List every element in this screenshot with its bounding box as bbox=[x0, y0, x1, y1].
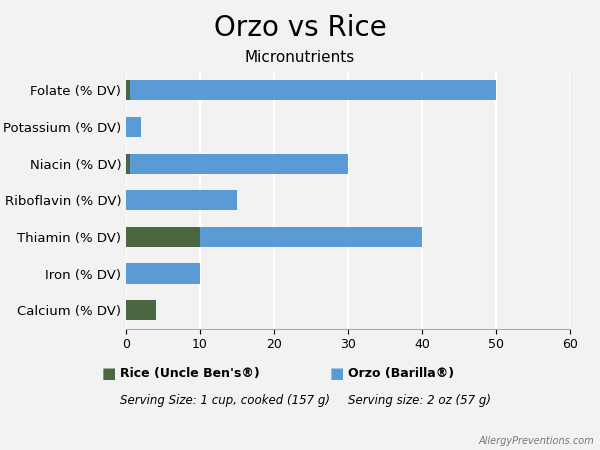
Bar bbox=[126, 117, 141, 137]
Text: Rice (Uncle Ben's®): Rice (Uncle Ben's®) bbox=[120, 367, 260, 380]
Text: Micronutrients: Micronutrients bbox=[245, 50, 355, 64]
Bar bbox=[126, 190, 237, 210]
Text: Orzo (Barilla®): Orzo (Barilla®) bbox=[348, 367, 454, 380]
Bar bbox=[126, 153, 130, 174]
Bar bbox=[126, 227, 422, 247]
Bar bbox=[126, 227, 200, 247]
Text: ■: ■ bbox=[330, 366, 344, 381]
Text: Orzo vs Rice: Orzo vs Rice bbox=[214, 14, 386, 41]
Text: Serving Size: 1 cup, cooked (157 g): Serving Size: 1 cup, cooked (157 g) bbox=[120, 394, 330, 407]
Text: Serving size: 2 oz (57 g): Serving size: 2 oz (57 g) bbox=[348, 394, 491, 407]
Text: AllergyPreventions.com: AllergyPreventions.com bbox=[478, 436, 594, 446]
Text: ■: ■ bbox=[102, 366, 116, 381]
Bar bbox=[126, 80, 130, 100]
Bar bbox=[126, 153, 348, 174]
Bar bbox=[126, 263, 200, 284]
Bar bbox=[126, 300, 155, 320]
Bar bbox=[126, 80, 496, 100]
